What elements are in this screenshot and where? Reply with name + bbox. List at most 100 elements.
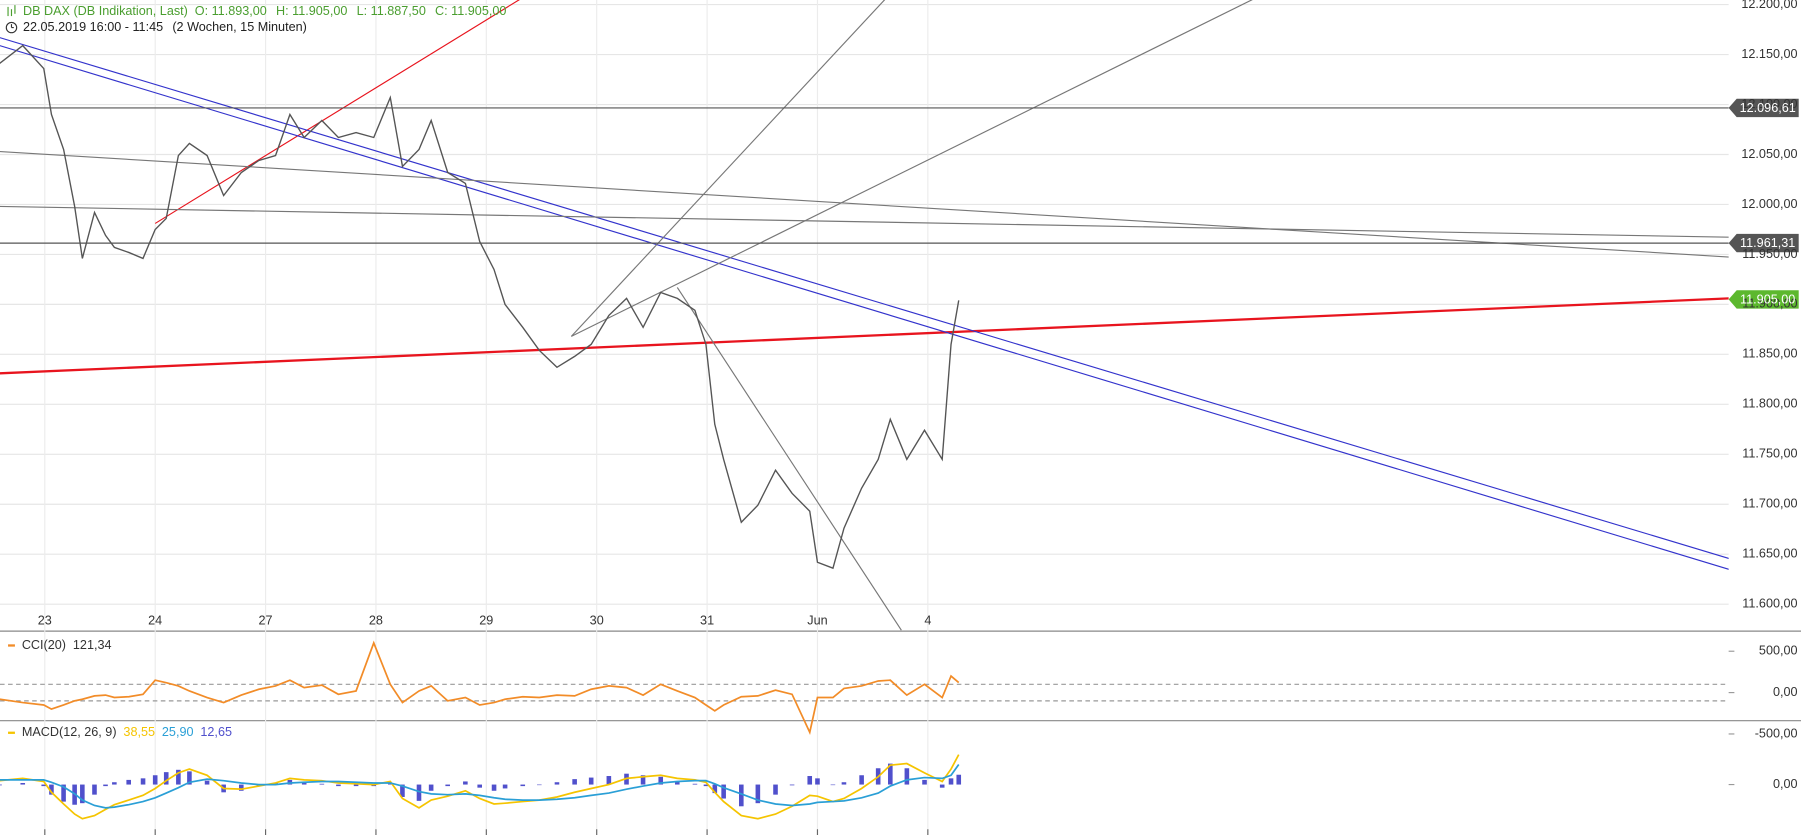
histogram-bar xyxy=(491,784,497,791)
histogram-bar xyxy=(416,784,422,801)
header-text: C: 11.905,00 xyxy=(435,4,506,18)
histogram-bar xyxy=(859,775,864,785)
x-tick-label: 28 xyxy=(369,614,383,628)
histogram-bar xyxy=(692,783,698,785)
histogram-bar xyxy=(238,784,244,791)
indicator-value: 38,55 xyxy=(123,725,155,739)
x-tick-label: 31 xyxy=(700,614,714,628)
y-tick-label: 11.850,00 xyxy=(1742,347,1797,361)
histogram-bar xyxy=(49,784,54,795)
chart-icon xyxy=(7,4,16,17)
histogram-bar xyxy=(939,784,945,788)
trendline xyxy=(0,205,1729,238)
histogram-bar xyxy=(554,782,560,785)
clock-icon xyxy=(5,21,18,34)
histogram-bar xyxy=(400,784,405,797)
y-tick-label: 11.900,00 xyxy=(1742,297,1797,311)
histogram-bar xyxy=(336,784,341,787)
indicator-title: MACD(12, 26, 9) xyxy=(22,725,117,739)
histogram-bar xyxy=(204,780,210,785)
indicator-value: 12,65 xyxy=(200,725,232,739)
histogram-bar xyxy=(176,769,181,785)
histogram-bar xyxy=(80,784,85,804)
trendline xyxy=(0,150,1729,258)
header-text: L: 11.887,50 xyxy=(357,4,426,18)
header-text: O: 11.893,00 xyxy=(195,4,267,18)
histogram-bar xyxy=(606,776,612,785)
trendline xyxy=(0,45,1729,570)
series-group xyxy=(0,44,960,570)
level-label: 11.961,31 xyxy=(1740,236,1795,250)
level-label: 11.905,00 xyxy=(1740,292,1795,306)
histogram-bar xyxy=(674,781,680,785)
header-text: (2 Wochen, 15 Minuten) xyxy=(172,20,307,34)
trendline xyxy=(0,37,1729,560)
histogram-bar xyxy=(163,772,169,785)
histogram-bar xyxy=(773,784,778,795)
y-tick-label: 11.600,00 xyxy=(1742,597,1797,611)
x-tick-label: 24 xyxy=(148,614,162,628)
histogram-bar xyxy=(319,783,325,785)
series-group xyxy=(0,754,962,820)
y-tick-label: 11.950,00 xyxy=(1742,247,1797,261)
histogram-bar xyxy=(888,763,893,785)
histogram-bar xyxy=(445,784,450,787)
histogram-bar xyxy=(922,779,927,785)
text-layer: 11.600,00 11.650,00 11.700,00 11.750,00 11.8… xyxy=(8,0,1798,791)
histogram-bar xyxy=(0,784,2,786)
y-tick-label: 11.800,00 xyxy=(1742,397,1797,411)
y-tick-label: 12.100,00 xyxy=(1741,97,1797,111)
y-tick-label: 500,00 xyxy=(1759,644,1798,658)
y-tick-label: 12.050,00 xyxy=(1741,147,1797,161)
histogram-bar xyxy=(658,776,664,785)
histogram-bar xyxy=(841,782,847,785)
histogram-bar xyxy=(20,783,26,785)
trendline-group xyxy=(0,0,1729,631)
y-tick-label: 11.700,00 xyxy=(1742,497,1797,511)
histogram-bar xyxy=(92,784,97,795)
series-line xyxy=(0,44,960,570)
grid-layer xyxy=(0,0,1735,835)
header-text: H: 11.905,00 xyxy=(276,4,347,18)
x-tick-label: 29 xyxy=(479,614,493,628)
series-line xyxy=(0,763,960,809)
histogram-bar xyxy=(572,779,577,785)
histogram-bar xyxy=(815,778,820,785)
histogram-bar xyxy=(830,784,836,786)
indicator-value: 25,90 xyxy=(162,725,194,739)
level-label-box xyxy=(1728,98,1799,118)
histogram-bar xyxy=(112,782,117,785)
histogram-bar xyxy=(187,771,192,785)
x-tick-label: 27 xyxy=(259,614,273,628)
indicator-title: CCI(20) xyxy=(22,638,66,652)
x-tick-label: 4 xyxy=(924,614,931,628)
y-tick-label: 11.750,00 xyxy=(1742,447,1797,461)
histogram-bar xyxy=(477,784,483,788)
histogram-bar xyxy=(640,775,646,785)
histogram-bar xyxy=(739,784,744,807)
histogram-bar xyxy=(301,782,307,785)
histogram-bar xyxy=(721,784,726,799)
trendline xyxy=(571,0,1253,337)
histogram-bar xyxy=(126,779,131,785)
y-tick-label: 0,00 xyxy=(1773,777,1798,791)
histogram-bar xyxy=(61,784,66,802)
histogram-bar xyxy=(428,784,434,791)
histogram-bar xyxy=(956,774,962,785)
histogram-bar xyxy=(520,784,526,787)
histogram-bar xyxy=(789,784,795,786)
x-tick-label: 23 xyxy=(38,614,52,628)
histogram-bar xyxy=(140,778,146,785)
y-tick-label: 12.150,00 xyxy=(1741,47,1797,61)
y-tick-label: 11.650,00 xyxy=(1742,547,1797,561)
trendline xyxy=(154,0,520,224)
histogram-bar xyxy=(807,776,813,785)
series-line xyxy=(0,640,960,735)
y-tick-label: 12.000,00 xyxy=(1741,197,1797,211)
series-group xyxy=(0,640,960,735)
histogram-bar xyxy=(755,784,761,804)
